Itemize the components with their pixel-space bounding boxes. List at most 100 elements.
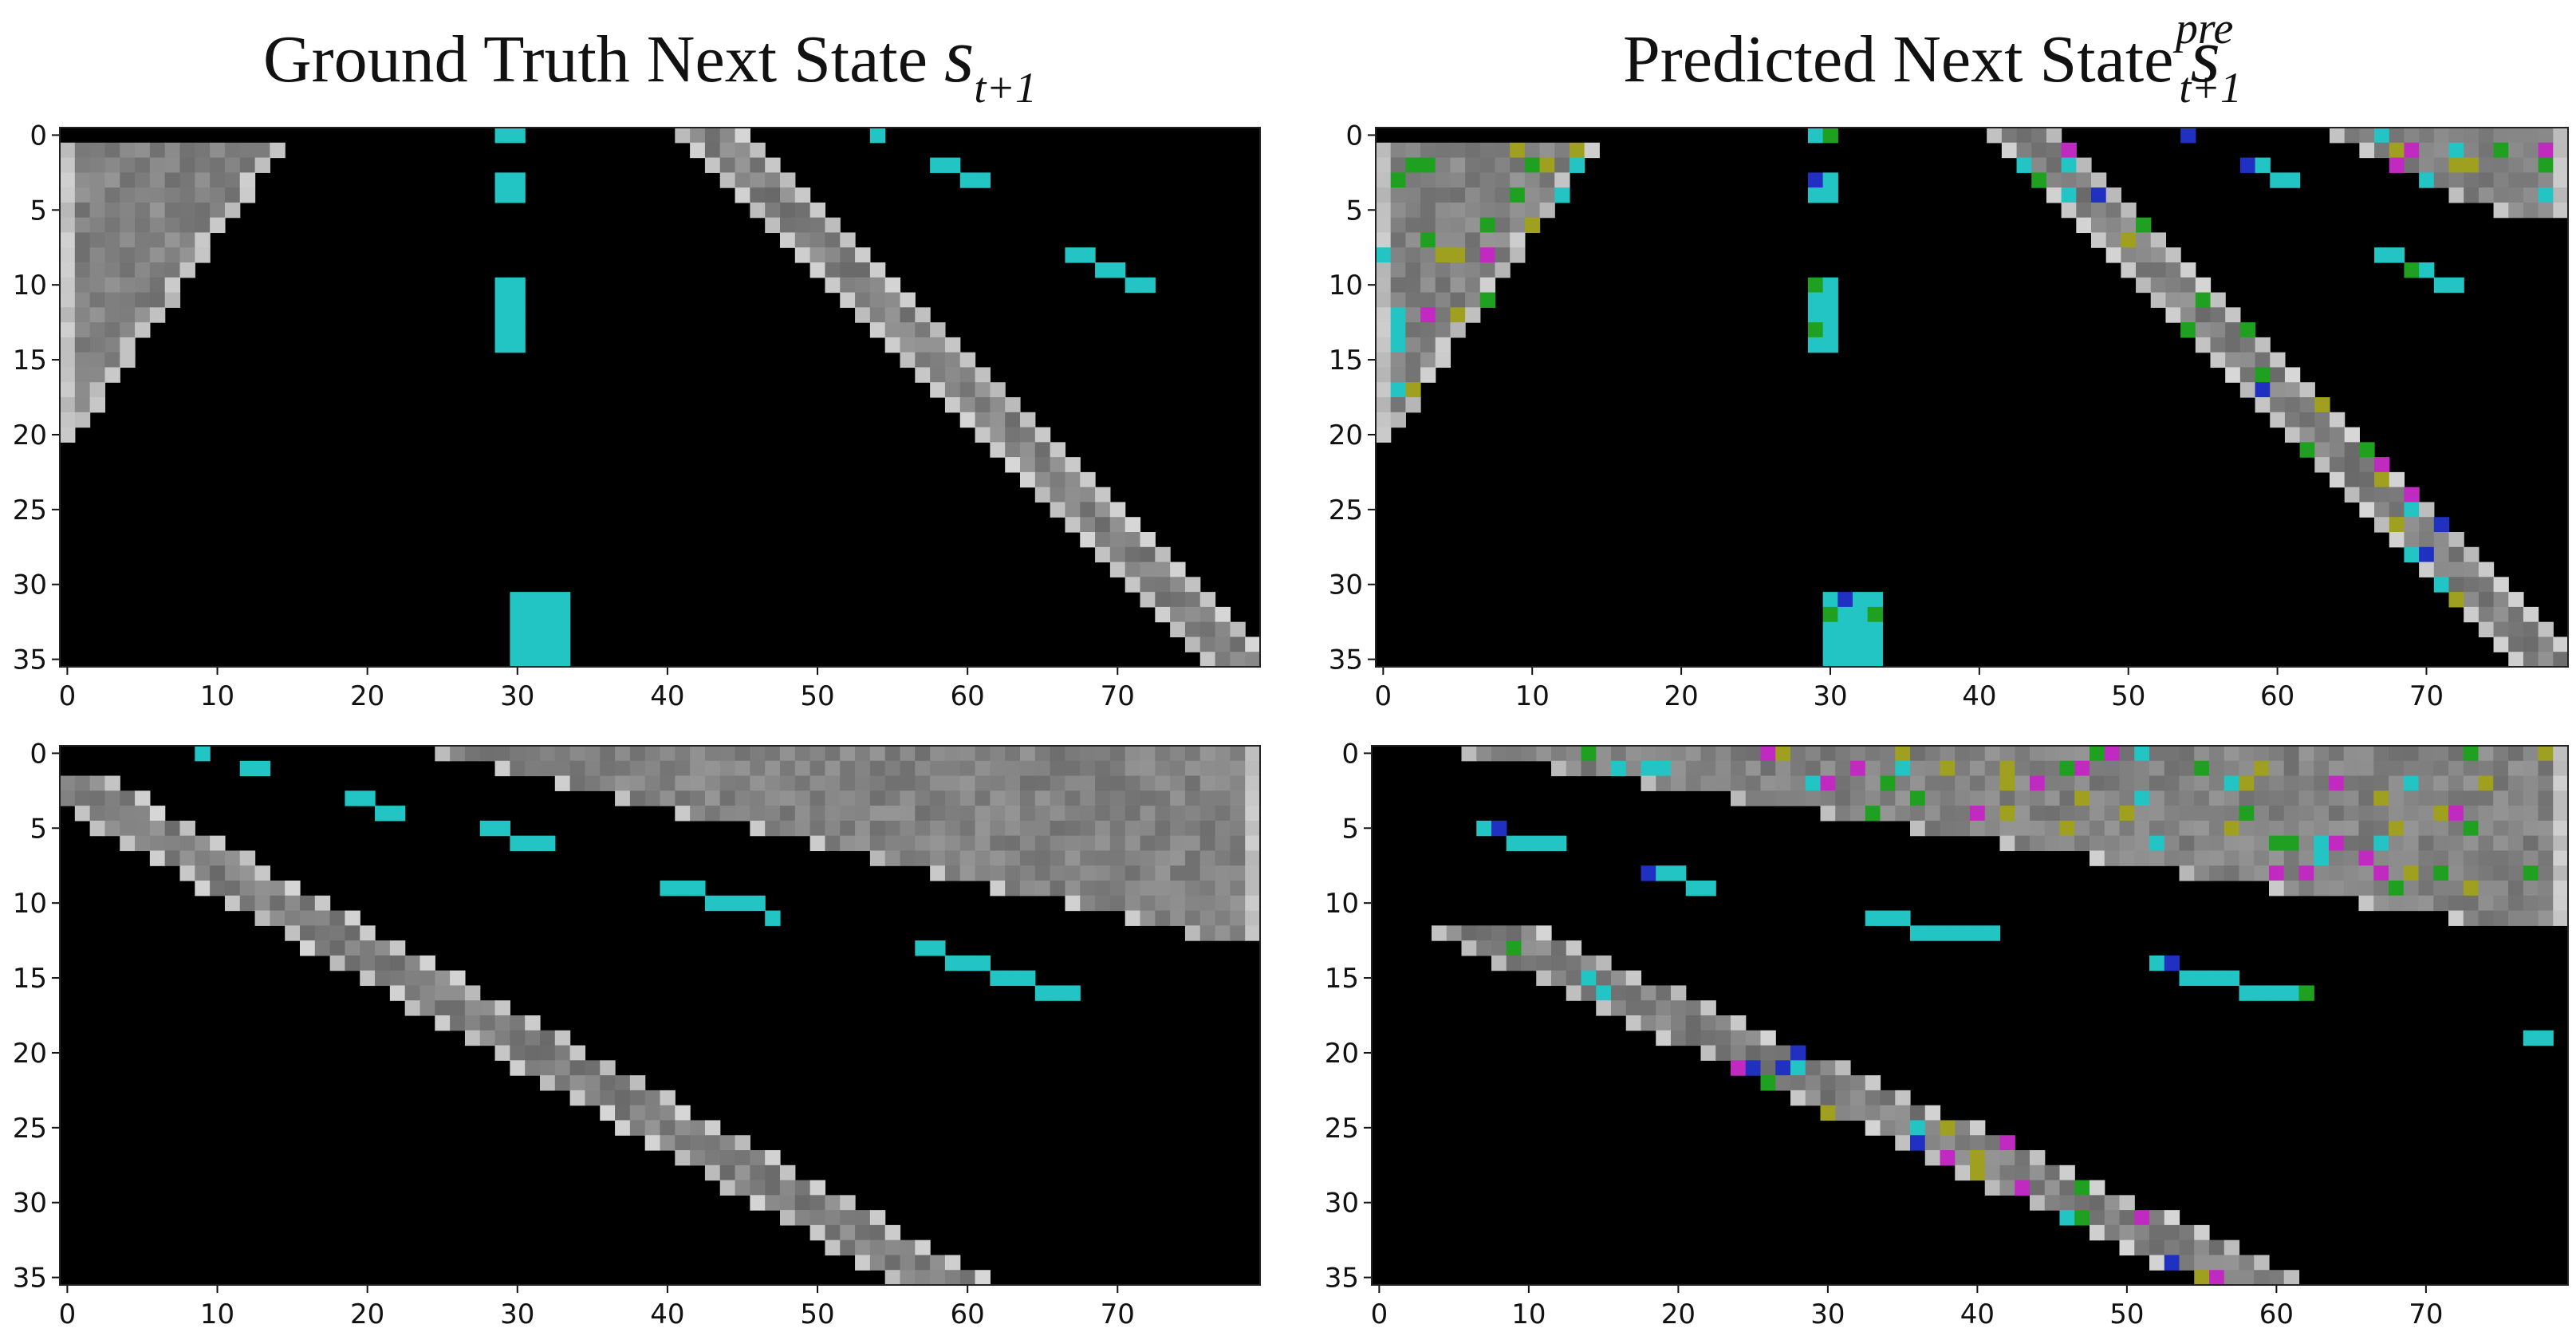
lane-marker xyxy=(2433,277,2450,294)
road-shoulder xyxy=(60,292,76,308)
road-shoulder xyxy=(1554,142,1570,159)
road-shoulder xyxy=(1376,307,1392,323)
road-stripe xyxy=(1790,1075,1806,1091)
road-shoulder xyxy=(2269,865,2285,881)
road-stripe xyxy=(479,1000,496,1016)
road-stripe xyxy=(1491,925,1507,941)
road-shoulder xyxy=(1390,397,1406,413)
road-stripe xyxy=(2134,1224,2150,1241)
road-shoulder xyxy=(900,746,916,762)
road-shoulder xyxy=(2493,790,2509,806)
road-shoulder xyxy=(1390,277,1406,294)
road-stripe xyxy=(404,970,421,987)
road-shoulder xyxy=(1420,232,1436,248)
road-shoulder xyxy=(1405,172,1421,188)
road-shoulder xyxy=(2164,775,2180,791)
road-stripe xyxy=(900,292,916,308)
road-shoulder xyxy=(1005,775,1021,791)
road-stripe xyxy=(1641,1000,1656,1016)
lane-marker xyxy=(554,621,571,638)
lane-marker xyxy=(2164,955,2180,971)
road-shoulder xyxy=(1479,172,1496,188)
road-stripe xyxy=(2270,367,2286,383)
road-shoulder xyxy=(1125,775,1141,791)
road-stripe xyxy=(2016,128,2032,144)
road-stripe xyxy=(959,412,976,428)
road-stripe xyxy=(1034,471,1051,488)
road-stripe xyxy=(2374,517,2390,533)
road-shoulder xyxy=(2478,881,2494,897)
road-stripe xyxy=(2284,412,2301,428)
lane-marker xyxy=(1984,925,2001,941)
road-stripe xyxy=(1125,517,1141,533)
road-shoulder xyxy=(74,367,91,383)
road-shoulder xyxy=(1510,187,1526,203)
road-shoulder xyxy=(2104,835,2121,852)
road-stripe xyxy=(1999,1150,2015,1166)
road-stripe xyxy=(900,337,916,353)
road-stripe xyxy=(1109,546,1126,563)
road-shoulder xyxy=(2418,775,2434,791)
road-shoulder xyxy=(2358,835,2374,852)
lane-marker xyxy=(525,606,541,623)
road-stripe xyxy=(1581,955,1597,971)
road-stripe xyxy=(2164,1210,2180,1226)
road-shoulder xyxy=(2538,910,2554,926)
road-shoulder xyxy=(2358,790,2374,806)
road-shoulder xyxy=(990,806,1006,822)
road-stripe xyxy=(2179,1239,2195,1256)
road-shoulder xyxy=(2209,850,2225,866)
road-shoulder xyxy=(2209,746,2225,762)
road-shoulder xyxy=(569,760,586,777)
road-stripe xyxy=(1865,1075,1881,1091)
road-stripe xyxy=(990,397,1006,413)
road-shoulder xyxy=(104,187,120,203)
road-shoulder xyxy=(1435,337,1451,353)
road-shoulder xyxy=(1170,806,1186,822)
road-shoulder xyxy=(1020,775,1036,791)
x-tick-label: 50 xyxy=(800,1299,834,1330)
road-stripe xyxy=(1880,1120,1896,1136)
lane-marker xyxy=(195,746,211,762)
road-stripe xyxy=(1020,427,1036,443)
road-shoulder xyxy=(869,746,886,762)
road-stripe xyxy=(89,820,106,837)
road-shoulder xyxy=(1109,760,1126,777)
road-stripe xyxy=(900,307,916,323)
road-shoulder xyxy=(2254,790,2270,806)
road-shoulder xyxy=(2404,157,2420,173)
road-shoulder xyxy=(944,820,961,837)
road-shoulder xyxy=(2538,775,2554,791)
road-stripe xyxy=(210,865,226,881)
road-shoulder xyxy=(2478,806,2494,822)
road-shoulder xyxy=(1376,322,1392,338)
y-tick-label: 15 xyxy=(1325,963,1359,995)
road-shoulder xyxy=(1095,895,1111,912)
road-stripe xyxy=(569,1075,586,1091)
road-shoulder xyxy=(1245,865,1261,881)
road-shoulder xyxy=(120,262,136,278)
road-stripe xyxy=(1184,577,1201,593)
road-shoulder xyxy=(1020,881,1036,897)
road-shoulder xyxy=(1140,760,1156,777)
road-shoulder xyxy=(1420,292,1436,308)
road-stripe xyxy=(915,337,931,353)
road-shoulder xyxy=(1420,157,1436,173)
road-shoulder xyxy=(224,157,241,173)
lane-marker xyxy=(1867,592,1883,608)
road-shoulder xyxy=(1420,247,1436,263)
road-shoulder xyxy=(1450,142,1466,159)
road-shoulder xyxy=(89,217,106,234)
y-tick-label: 10 xyxy=(13,270,47,301)
road-stripe xyxy=(2523,621,2539,638)
road-stripe xyxy=(149,820,166,837)
road-shoulder xyxy=(120,187,136,203)
road-stripe xyxy=(765,1165,781,1181)
y-tick-label: 10 xyxy=(1325,888,1359,920)
road-shoulder xyxy=(2239,820,2255,837)
road-shoulder xyxy=(1230,881,1246,897)
road-shoulder xyxy=(1850,746,1866,762)
road-shoulder xyxy=(89,292,106,308)
road-shoulder xyxy=(975,865,991,881)
road-stripe xyxy=(2044,1195,2061,1211)
